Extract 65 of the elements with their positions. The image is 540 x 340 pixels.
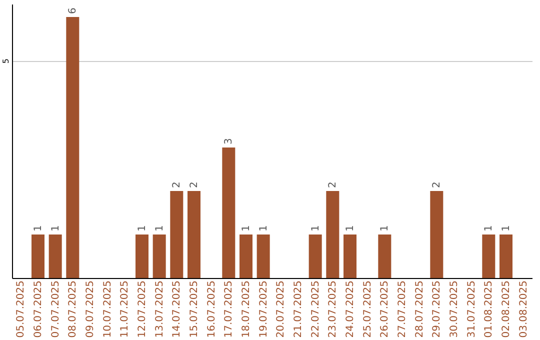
data-label: 2 (328, 182, 339, 188)
x-tick-label: 20.07.2025 (276, 280, 287, 338)
x-tick-label: 03.08.2025 (518, 280, 530, 338)
y-tick-label: 5 (2, 58, 10, 64)
bar (66, 17, 80, 278)
data-label: 1 (310, 225, 322, 232)
bar (136, 234, 148, 278)
x-tick-label: 06.07.2025 (33, 280, 44, 338)
data-label: 1 (501, 225, 512, 232)
x-tick-label: 21.07.2025 (293, 280, 304, 338)
bar (500, 234, 512, 278)
x-tick-label: 01.08.2025 (484, 280, 495, 338)
x-tick-label: 09.07.2025 (85, 280, 96, 338)
data-label: 1 (50, 225, 62, 232)
x-tick-label: 19.07.2025 (258, 280, 270, 338)
data-label: 1 (33, 225, 44, 232)
bar (170, 191, 184, 278)
bar (430, 191, 444, 278)
x-tick-label: 27.07.2025 (397, 280, 408, 338)
data-label: 2 (432, 182, 443, 188)
x-tick-label: 07.07.2025 (50, 280, 62, 338)
data-label: 3 (224, 138, 235, 145)
x-tick-label: 30.07.2025 (449, 280, 460, 338)
x-tick-label: 15.07.2025 (189, 280, 200, 338)
x-tick-label: 11.07.2025 (120, 280, 131, 338)
bar (308, 234, 322, 278)
bar (482, 234, 496, 278)
bar (344, 234, 356, 278)
bar (48, 234, 62, 278)
data-label: 1 (484, 225, 495, 232)
data-label: 1 (380, 225, 391, 232)
x-tick-label: 18.07.2025 (241, 280, 252, 338)
bar (32, 234, 44, 278)
x-tick-label: 22.07.2025 (310, 280, 322, 338)
bar (152, 234, 166, 278)
x-tick-label: 29.07.2025 (432, 280, 443, 338)
x-tick-label: 13.07.2025 (154, 280, 166, 338)
data-label: 2 (172, 182, 183, 188)
x-tick-label: 26.07.2025 (380, 280, 391, 338)
bar (378, 234, 392, 278)
bar (256, 234, 270, 278)
x-tick-label: 31.07.2025 (466, 280, 478, 338)
x-tick-label: 12.07.2025 (137, 280, 148, 338)
data-label: 1 (241, 225, 252, 232)
x-tick-label: 23.07.2025 (328, 280, 339, 338)
x-tick-label: 17.07.2025 (224, 280, 235, 338)
data-label: 2 (189, 182, 200, 188)
x-tick-label: 02.08.2025 (501, 280, 512, 338)
x-tick-label: 05.07.2025 (16, 280, 27, 338)
bar (240, 234, 252, 278)
x-tick-label: 14.07.2025 (172, 280, 183, 338)
x-tick-label: 16.07.2025 (206, 280, 218, 338)
x-tick-label: 25.07.2025 (362, 280, 374, 338)
data-label: 1 (258, 225, 270, 232)
x-tick-label: 24.07.2025 (345, 280, 356, 338)
x-tick-label: 08.07.2025 (68, 280, 79, 338)
data-label: 1 (154, 225, 166, 232)
x-tick-label: 28.07.2025 (414, 280, 426, 338)
data-label: 1 (345, 225, 356, 232)
data-label: 1 (137, 225, 148, 232)
x-tick-label: 10.07.2025 (102, 280, 114, 338)
bar (326, 191, 340, 278)
bar (188, 191, 200, 278)
data-label: 6 (68, 8, 79, 14)
bar (222, 148, 236, 278)
